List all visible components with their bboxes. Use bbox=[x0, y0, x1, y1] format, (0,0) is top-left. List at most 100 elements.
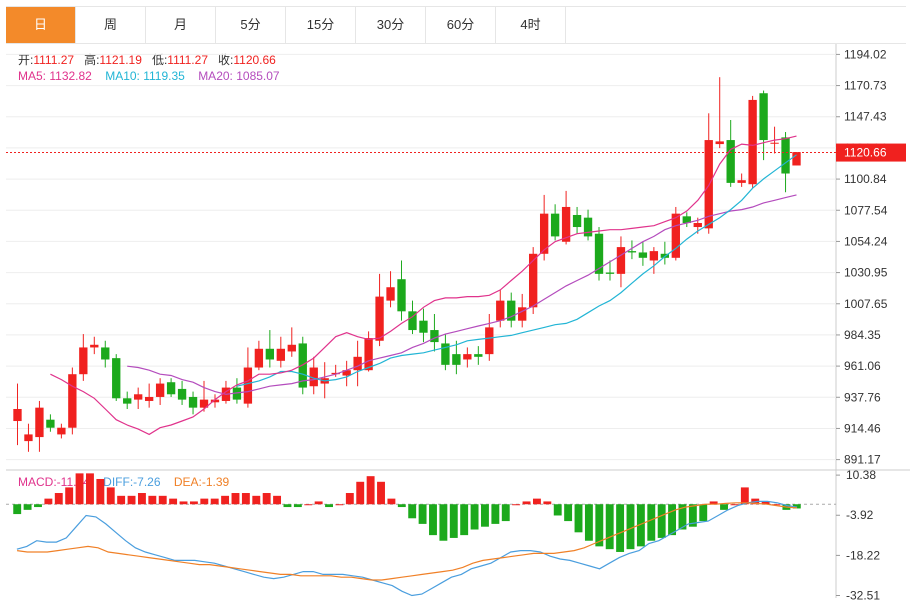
candle-body bbox=[474, 354, 483, 357]
candle bbox=[748, 95, 757, 189]
ma20-line bbox=[127, 194, 797, 395]
candle bbox=[463, 347, 472, 368]
macd-bar bbox=[148, 495, 157, 505]
last-price-tag bbox=[836, 143, 906, 162]
ma-legend: MA5: 1132.82 MA10: 1119.35 MA20: 1085.07 bbox=[18, 69, 280, 83]
open-label: 开: bbox=[18, 53, 34, 67]
macd-bar bbox=[325, 504, 333, 508]
macd-bar bbox=[408, 504, 417, 519]
macd-bar bbox=[158, 495, 167, 505]
ma20-value: 1085.07 bbox=[236, 69, 280, 83]
diff-line bbox=[16, 500, 798, 597]
tab-15min[interactable]: 15分 bbox=[286, 7, 356, 43]
close-value: 1120.66 bbox=[233, 53, 276, 67]
candle-body bbox=[561, 206, 571, 242]
macd-bar bbox=[501, 504, 510, 522]
macd-tick-label: 10.38 bbox=[846, 468, 876, 482]
ma5-label: MA5: bbox=[18, 69, 47, 83]
tab-60min[interactable]: 60分 bbox=[426, 7, 496, 43]
candle bbox=[715, 77, 724, 149]
candle-body bbox=[452, 354, 461, 365]
macd-bar bbox=[44, 498, 53, 505]
price-tick-label: 1007.65 bbox=[844, 297, 888, 311]
macd-bar bbox=[636, 504, 645, 547]
candle-body bbox=[265, 348, 275, 360]
candle-body bbox=[287, 344, 296, 352]
candle bbox=[660, 241, 670, 265]
candle-body bbox=[671, 213, 680, 258]
candle-body bbox=[605, 272, 615, 274]
diff-label: DIFF: bbox=[103, 475, 134, 489]
macd-bar bbox=[449, 504, 458, 538]
candle bbox=[46, 414, 55, 432]
macd-bar bbox=[532, 498, 541, 505]
tab-5min[interactable]: 5分 bbox=[216, 7, 286, 43]
candle-body bbox=[583, 217, 593, 237]
tab-30min[interactable]: 30分 bbox=[356, 7, 426, 43]
candle-body bbox=[419, 320, 428, 333]
candle-body bbox=[792, 152, 801, 166]
candle bbox=[177, 380, 187, 405]
candle bbox=[232, 378, 242, 404]
macd-bar bbox=[283, 504, 292, 508]
close-label: 收: bbox=[218, 53, 234, 67]
macd-bar bbox=[491, 504, 500, 524]
macd-bar bbox=[335, 504, 344, 506]
candle-body bbox=[759, 93, 768, 141]
ma10-line bbox=[236, 154, 797, 387]
price-tick-label: 1147.43 bbox=[844, 110, 887, 124]
candle bbox=[144, 383, 154, 408]
macd-bar bbox=[96, 478, 105, 505]
macd-tick-label: -18.22 bbox=[846, 548, 880, 562]
candle bbox=[529, 247, 538, 314]
candle bbox=[353, 340, 362, 387]
dea-label: DEA: bbox=[173, 475, 202, 489]
candle-body bbox=[507, 300, 516, 321]
tab-week[interactable]: 周 bbox=[76, 7, 146, 43]
candle-body bbox=[112, 358, 121, 399]
candle-body bbox=[155, 383, 165, 397]
candle-body bbox=[24, 434, 33, 442]
candle bbox=[375, 273, 384, 347]
candle-body bbox=[737, 180, 746, 183]
open-value: 1111.27 bbox=[33, 53, 75, 67]
candle bbox=[188, 391, 198, 415]
candle bbox=[386, 271, 395, 308]
candle-body bbox=[529, 253, 538, 308]
candle bbox=[638, 241, 648, 266]
price-tick-label: 961.06 bbox=[844, 359, 881, 373]
candle bbox=[572, 206, 582, 234]
candle bbox=[112, 354, 121, 401]
tab-4hour[interactable]: 4时 bbox=[496, 7, 566, 43]
macd-bar bbox=[137, 493, 146, 505]
macd-bar bbox=[429, 504, 437, 536]
candle bbox=[24, 423, 33, 452]
candle-body bbox=[144, 396, 154, 401]
candle-body bbox=[101, 347, 110, 360]
tab-month[interactable]: 月 bbox=[146, 7, 216, 43]
macd-bar bbox=[231, 493, 240, 505]
candle-body bbox=[90, 344, 99, 348]
candle-body bbox=[177, 388, 187, 400]
candle-body bbox=[572, 214, 582, 228]
macd-bar bbox=[127, 495, 136, 505]
candle bbox=[474, 346, 483, 365]
macd-bar bbox=[377, 481, 385, 505]
candle bbox=[792, 152, 801, 166]
macd-tick-label: -3.92 bbox=[846, 508, 874, 522]
candle-body bbox=[364, 338, 373, 371]
macd-tick-label: -32.51 bbox=[846, 589, 880, 602]
price-tick-label: 1170.73 bbox=[844, 79, 887, 93]
macd-bar bbox=[304, 504, 313, 506]
candle-body bbox=[726, 140, 735, 183]
macd-bar bbox=[23, 504, 32, 510]
candle-body bbox=[627, 251, 637, 253]
macd-bar bbox=[553, 504, 562, 516]
dea-line bbox=[17, 502, 797, 581]
tab-day[interactable]: 日 bbox=[6, 7, 76, 43]
candle bbox=[561, 190, 571, 245]
macd-bar bbox=[740, 487, 749, 505]
last-price-label: 1120.66 bbox=[844, 146, 887, 160]
candle bbox=[616, 236, 626, 288]
